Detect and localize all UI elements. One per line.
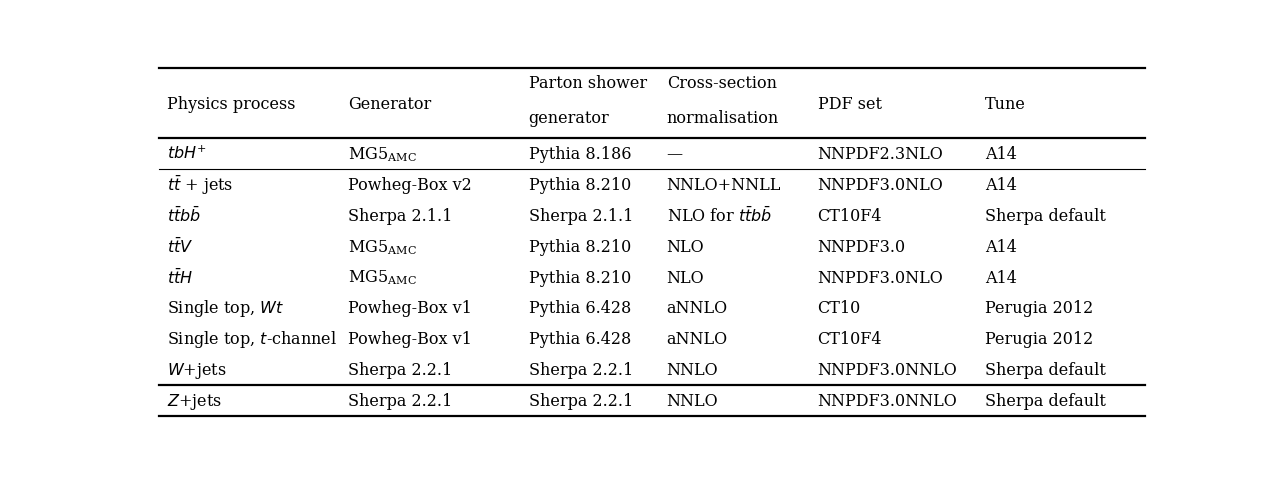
Text: Sherpa 2.2.1: Sherpa 2.2.1 xyxy=(529,361,633,378)
Text: Sherpa 2.2.1: Sherpa 2.2.1 xyxy=(349,392,453,409)
Text: NNLO: NNLO xyxy=(667,361,719,378)
Text: MG5$_{\mathregular{AMC}}$: MG5$_{\mathregular{AMC}}$ xyxy=(349,238,417,256)
Text: —: — xyxy=(667,146,683,163)
Text: Pythia 6.428: Pythia 6.428 xyxy=(529,331,631,348)
Text: Parton shower: Parton shower xyxy=(529,75,646,92)
Text: Sherpa default: Sherpa default xyxy=(985,392,1105,409)
Text: A14: A14 xyxy=(985,269,1018,286)
Text: MG5$_{\mathregular{AMC}}$: MG5$_{\mathregular{AMC}}$ xyxy=(349,145,417,164)
Text: $W$+jets: $W$+jets xyxy=(167,360,226,380)
Text: CT10: CT10 xyxy=(818,300,861,317)
Text: generator: generator xyxy=(529,110,609,127)
Text: aNNLO: aNNLO xyxy=(667,331,728,348)
Text: $t\bar{t}b\bar{b}$: $t\bar{t}b\bar{b}$ xyxy=(167,206,201,226)
Text: Tune: Tune xyxy=(985,96,1027,112)
Text: NLO: NLO xyxy=(667,238,705,255)
Text: A14: A14 xyxy=(985,177,1018,193)
Text: Pythia 8.186: Pythia 8.186 xyxy=(529,146,631,163)
Text: Sherpa 2.2.1: Sherpa 2.2.1 xyxy=(349,361,453,378)
Text: NNPDF2.3NLO: NNPDF2.3NLO xyxy=(818,146,944,163)
Text: A14: A14 xyxy=(985,146,1018,163)
Text: NLO: NLO xyxy=(667,269,705,286)
Text: NNLO: NNLO xyxy=(667,392,719,409)
Text: $t\bar{t}$ + jets: $t\bar{t}$ + jets xyxy=(167,174,233,197)
Text: $Z$+jets: $Z$+jets xyxy=(167,391,221,411)
Text: $tbH^{+}$: $tbH^{+}$ xyxy=(167,145,206,163)
Text: Generator: Generator xyxy=(349,96,431,112)
Text: Physics process: Physics process xyxy=(167,96,295,112)
Text: NNPDF3.0NLO: NNPDF3.0NLO xyxy=(818,269,944,286)
Text: Pythia 8.210: Pythia 8.210 xyxy=(529,177,631,193)
Text: Sherpa 2.1.1: Sherpa 2.1.1 xyxy=(349,207,453,224)
Text: Pythia 8.210: Pythia 8.210 xyxy=(529,269,631,286)
Text: NNPDF3.0NNLO: NNPDF3.0NNLO xyxy=(818,361,958,378)
Text: Sherpa 2.2.1: Sherpa 2.2.1 xyxy=(529,392,633,409)
Text: Sherpa default: Sherpa default xyxy=(985,361,1105,378)
Text: Perugia 2012: Perugia 2012 xyxy=(985,300,1094,317)
Text: Powheg-Box v1: Powheg-Box v1 xyxy=(349,300,472,317)
Text: $t\bar{t}V$: $t\bar{t}V$ xyxy=(167,237,193,256)
Text: Pythia 8.210: Pythia 8.210 xyxy=(529,238,631,255)
Text: Single top, $t$-channel: Single top, $t$-channel xyxy=(167,329,337,349)
Text: NNPDF3.0NLO: NNPDF3.0NLO xyxy=(818,177,944,193)
Text: Sherpa default: Sherpa default xyxy=(985,207,1105,224)
Text: Perugia 2012: Perugia 2012 xyxy=(985,331,1094,348)
Text: PDF set: PDF set xyxy=(818,96,881,112)
Text: MG5$_{\mathregular{AMC}}$: MG5$_{\mathregular{AMC}}$ xyxy=(349,268,417,287)
Text: aNNLO: aNNLO xyxy=(667,300,728,317)
Text: $t\bar{t}H$: $t\bar{t}H$ xyxy=(167,268,193,287)
Text: Powheg-Box v1: Powheg-Box v1 xyxy=(349,331,472,348)
Text: CT10F4: CT10F4 xyxy=(818,331,881,348)
Text: NNLO+NNLL: NNLO+NNLL xyxy=(667,177,781,193)
Text: NNPDF3.0: NNPDF3.0 xyxy=(818,238,906,255)
Text: NLO for $t\bar{t}b\bar{b}$: NLO for $t\bar{t}b\bar{b}$ xyxy=(667,206,772,226)
Text: Pythia 6.428: Pythia 6.428 xyxy=(529,300,631,317)
Text: Sherpa 2.1.1: Sherpa 2.1.1 xyxy=(529,207,633,224)
Text: Powheg-Box v2: Powheg-Box v2 xyxy=(349,177,472,193)
Text: normalisation: normalisation xyxy=(667,110,778,127)
Text: Cross-section: Cross-section xyxy=(667,75,777,92)
Text: NNPDF3.0NNLO: NNPDF3.0NNLO xyxy=(818,392,958,409)
Text: Single top, $Wt$: Single top, $Wt$ xyxy=(167,298,284,319)
Text: CT10F4: CT10F4 xyxy=(818,207,881,224)
Text: A14: A14 xyxy=(985,238,1018,255)
